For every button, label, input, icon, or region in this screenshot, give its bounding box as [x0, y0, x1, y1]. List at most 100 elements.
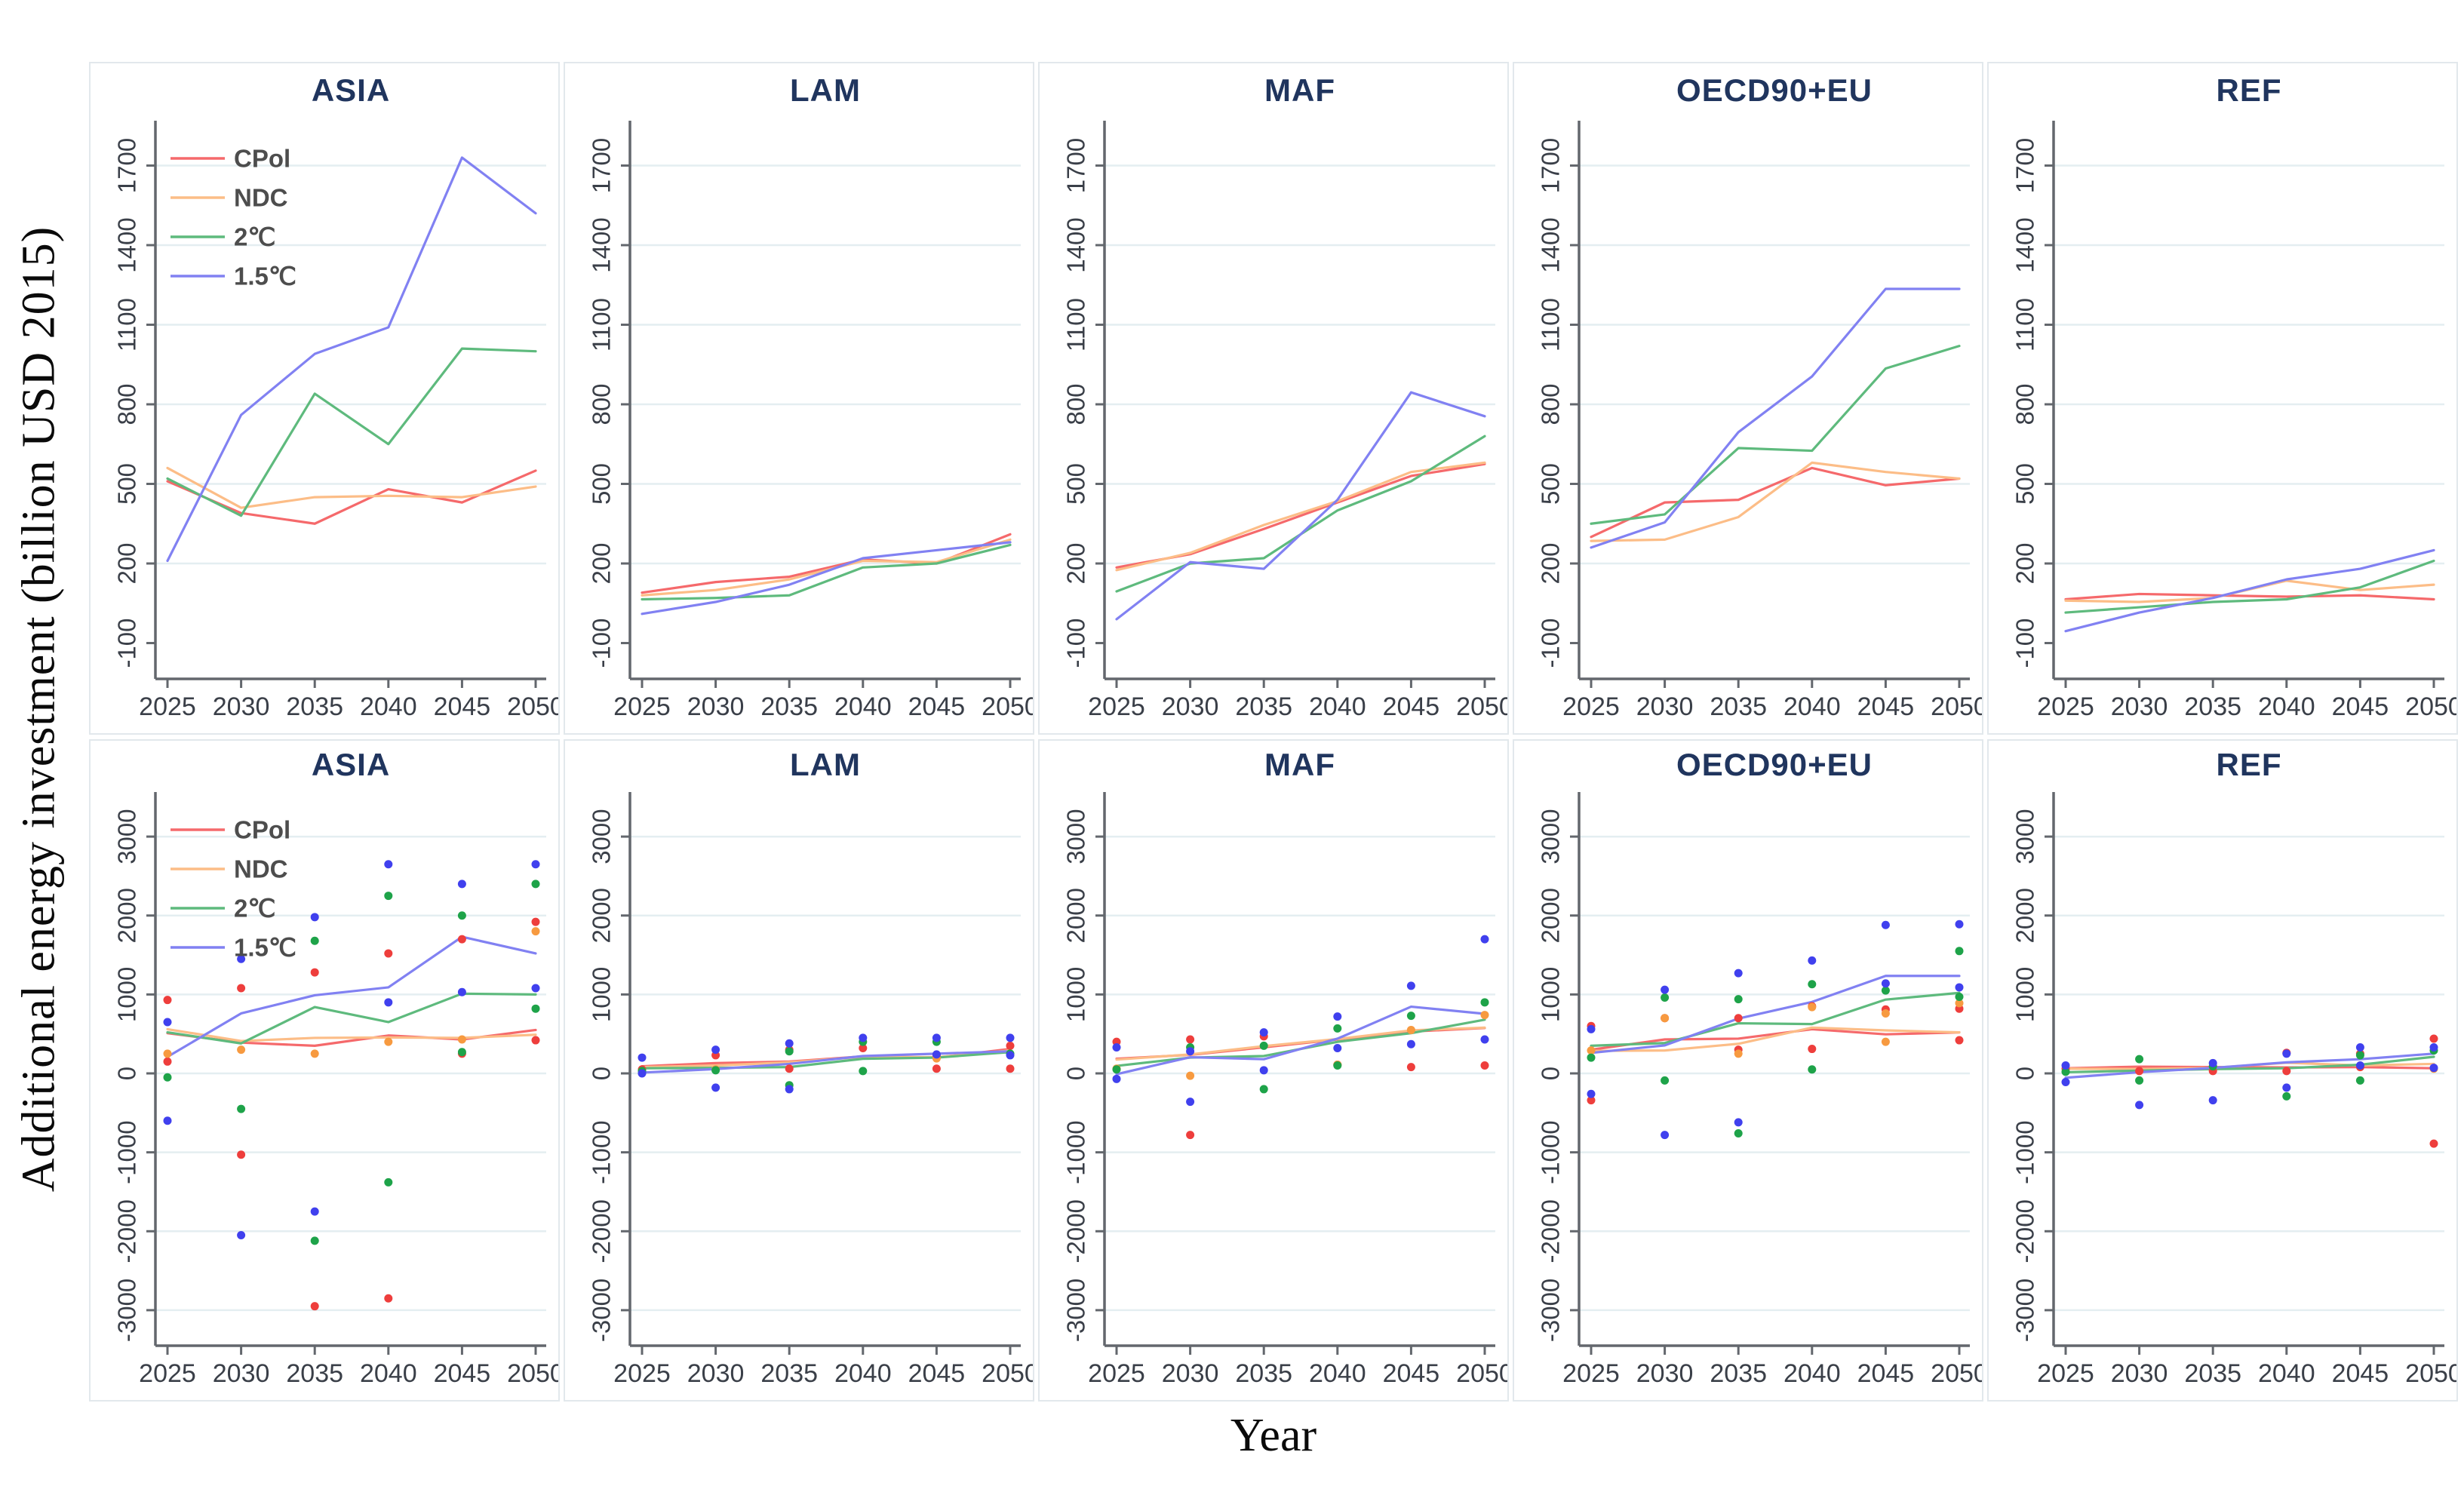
- line-1.5℃: [2064, 1052, 2435, 1079]
- legend-label-NDC: NDC: [234, 184, 288, 212]
- point-2℃: [310, 1236, 319, 1245]
- x-tick-label: 2025: [613, 1359, 671, 1388]
- line-NDC: [2064, 579, 2435, 603]
- point-1.5℃: [1480, 1035, 1489, 1044]
- legend-label-CPol: CPol: [234, 145, 290, 173]
- legend-label-CPol: CPol: [234, 816, 290, 844]
- y-tick-label: 0: [1062, 1067, 1090, 1080]
- point-NDC: [1186, 1071, 1195, 1080]
- point-1.5℃: [638, 1069, 647, 1078]
- x-tick-label: 2035: [286, 1359, 343, 1388]
- point-2℃: [1955, 993, 1964, 1002]
- y-tick-label: -2000: [1062, 1199, 1090, 1263]
- legend-label-1.5℃: 1.5℃: [234, 934, 296, 962]
- x-tick-label: 2030: [1636, 1359, 1694, 1388]
- point-CPol: [457, 935, 466, 944]
- point-1.5℃: [2282, 1083, 2291, 1092]
- x-axis-label: Year: [1230, 1410, 1317, 1461]
- line-2℃: [2064, 559, 2435, 614]
- line-2℃: [2064, 1055, 2435, 1074]
- x-tick-label: 2025: [1562, 1359, 1620, 1388]
- point-1.5℃: [384, 998, 393, 1007]
- point-1.5℃: [1186, 1098, 1195, 1107]
- y-tick-label: 1000: [1537, 967, 1565, 1022]
- x-tick-label: 2045: [2332, 1359, 2389, 1388]
- point-CPol: [531, 917, 540, 926]
- y-tick-label: -100: [2011, 618, 2039, 668]
- line-1.5℃: [2064, 548, 2435, 633]
- x-tick-label: 2030: [1636, 692, 1694, 721]
- x-tick-label: 2040: [1783, 1359, 1841, 1388]
- point-CPol: [310, 968, 319, 977]
- y-tick-label: 1400: [1062, 217, 1090, 272]
- point-2℃: [531, 880, 540, 889]
- panel-oecd90-eu-top: -100 200 500 800 1100 1400 1700 2025 2030 2035 204…: [1513, 62, 1983, 735]
- x-tick-label: 2025: [1088, 1359, 1145, 1388]
- y-tick-label: 500: [1062, 463, 1090, 505]
- legend-label-2℃: 2℃: [234, 223, 275, 251]
- point-1.5℃: [1259, 1066, 1268, 1075]
- y-tick-label: 1400: [2011, 217, 2039, 272]
- y-tick-label: -1000: [1537, 1120, 1565, 1184]
- x-tick-label: 2050: [507, 692, 558, 721]
- point-1.5℃: [2061, 1078, 2070, 1087]
- point-2℃: [1587, 1053, 1596, 1062]
- y-tick-label: 200: [2011, 542, 2039, 584]
- x-tick-label: 2030: [687, 1359, 745, 1388]
- point-CPol: [1006, 1041, 1015, 1050]
- point-1.5℃: [1881, 979, 1890, 988]
- point-1.5℃: [163, 1018, 172, 1027]
- point-2℃: [1333, 1024, 1342, 1033]
- panel-title: LAM: [790, 747, 861, 782]
- y-tick-label: 3000: [113, 809, 141, 864]
- y-tick-label: 800: [113, 383, 141, 425]
- y-tick-label: -3000: [113, 1279, 141, 1342]
- line-1.5℃: [641, 1050, 1012, 1074]
- point-1.5℃: [1587, 1089, 1596, 1098]
- y-tick-label: 1700: [1537, 138, 1565, 193]
- point-1.5℃: [457, 987, 466, 996]
- point-1.5℃: [310, 1207, 319, 1216]
- x-tick-label: 2035: [2184, 692, 2241, 721]
- point-NDC: [1406, 1025, 1415, 1034]
- point-CPol: [2429, 1034, 2438, 1043]
- x-tick-label: 2030: [1162, 1359, 1219, 1388]
- point-1.5℃: [1186, 1047, 1195, 1056]
- point-1.5℃: [1734, 969, 1743, 978]
- point-1.5℃: [711, 1045, 720, 1055]
- point-CPol: [785, 1064, 794, 1073]
- x-tick-label: 2040: [1309, 692, 1366, 721]
- x-tick-label: 2045: [434, 1359, 491, 1388]
- panel-ref-top: -100 200 500 800 1100 1400 1700 2025 2030 2035 204…: [1987, 62, 2458, 735]
- legend-label-2℃: 2℃: [234, 895, 275, 923]
- y-tick-label: 2000: [1537, 888, 1565, 943]
- point-1.5℃: [1333, 1044, 1342, 1053]
- y-tick-label: 1700: [1062, 138, 1090, 193]
- line-2℃: [166, 347, 537, 517]
- point-1.5℃: [1006, 1051, 1015, 1060]
- point-CPol: [1808, 1045, 1817, 1054]
- panel-asia-bottom: -3000 -2000 -1000 0 1000 2000 3000 2025 2030 2035…: [89, 739, 560, 1402]
- line-NDC: [1590, 461, 1961, 542]
- y-tick-label: 1000: [113, 967, 141, 1022]
- point-2℃: [1881, 986, 1890, 995]
- point-CPol: [384, 949, 393, 958]
- legend-label-NDC: NDC: [234, 855, 288, 883]
- y-tick-label: -100: [113, 618, 141, 668]
- line-2℃: [641, 543, 1012, 601]
- point-CPol: [310, 1302, 319, 1311]
- line-2℃: [641, 1051, 1012, 1070]
- panel-title: LAM: [790, 72, 861, 108]
- x-tick-label: 2045: [908, 692, 966, 721]
- point-CPol: [1587, 1096, 1596, 1105]
- point-1.5℃: [1955, 983, 1964, 992]
- point-CPol: [237, 1150, 246, 1159]
- line-NDC: [641, 538, 1012, 597]
- point-CPol: [237, 984, 246, 993]
- chart-canvas: -3000 -2000 -1000 0 1000 2000 3000 2025 2030 2035…: [2011, 747, 2456, 1388]
- line-CPol: [1590, 1027, 1961, 1052]
- panel-title: REF: [2217, 747, 2282, 782]
- point-2℃: [1808, 1065, 1817, 1074]
- y-tick-label: -2000: [1537, 1199, 1565, 1263]
- point-2℃: [310, 936, 319, 945]
